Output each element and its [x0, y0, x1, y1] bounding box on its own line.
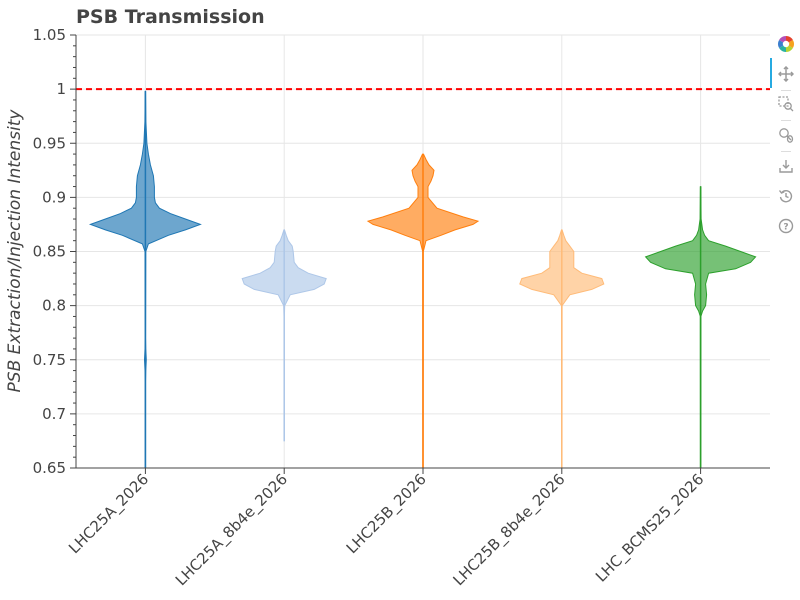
y-tick-label: 0.8 — [42, 297, 66, 315]
wheel-zoom-icon[interactable] — [777, 126, 795, 144]
violins — [88, 90, 757, 469]
x-tick-label: LHC25B_2026 — [343, 470, 431, 558]
chart-title: PSB Transmission — [76, 6, 265, 28]
pan-icon[interactable] — [777, 65, 795, 83]
y-tick-label: 0.65 — [33, 459, 66, 477]
toolbar-separator — [781, 151, 791, 152]
toolbar-separator — [781, 90, 791, 91]
y-tick-label: 0.85 — [33, 243, 66, 261]
y-tick-label: 0.9 — [42, 188, 66, 206]
reset-icon[interactable] — [777, 187, 795, 205]
axes: 0.65 0.7 0.75 0.8 0.85 0.9 0.95 1 1.05 LHC25A_202… — [33, 26, 770, 590]
active-tool-indicator — [770, 58, 772, 88]
y-tick-label: 1 — [56, 80, 66, 98]
help-icon[interactable]: ? — [777, 217, 795, 235]
y-tick-label: 0.75 — [33, 351, 66, 369]
x-tick-label: LHC25A_2026 — [65, 470, 153, 558]
save-icon[interactable] — [777, 157, 795, 175]
y-tick-label: 1.05 — [33, 26, 66, 44]
x-tick-label: LHC25A_8b4e_2026 — [172, 470, 292, 590]
y-tick-label: 0.7 — [42, 405, 66, 423]
y-tick-label: 0.95 — [33, 134, 66, 152]
svg-text:?: ? — [783, 223, 788, 233]
box-zoom-icon[interactable] — [777, 95, 795, 113]
y-axis-label: PSB Extraction/Injection Intensity — [5, 109, 25, 393]
x-tick-label: LHC_BCMS25_2026 — [592, 470, 708, 586]
x-tick-label: LHC25B_8b4e_2026 — [449, 470, 569, 590]
bokeh-logo-icon[interactable] — [777, 35, 795, 53]
toolbar-separator — [781, 120, 791, 121]
